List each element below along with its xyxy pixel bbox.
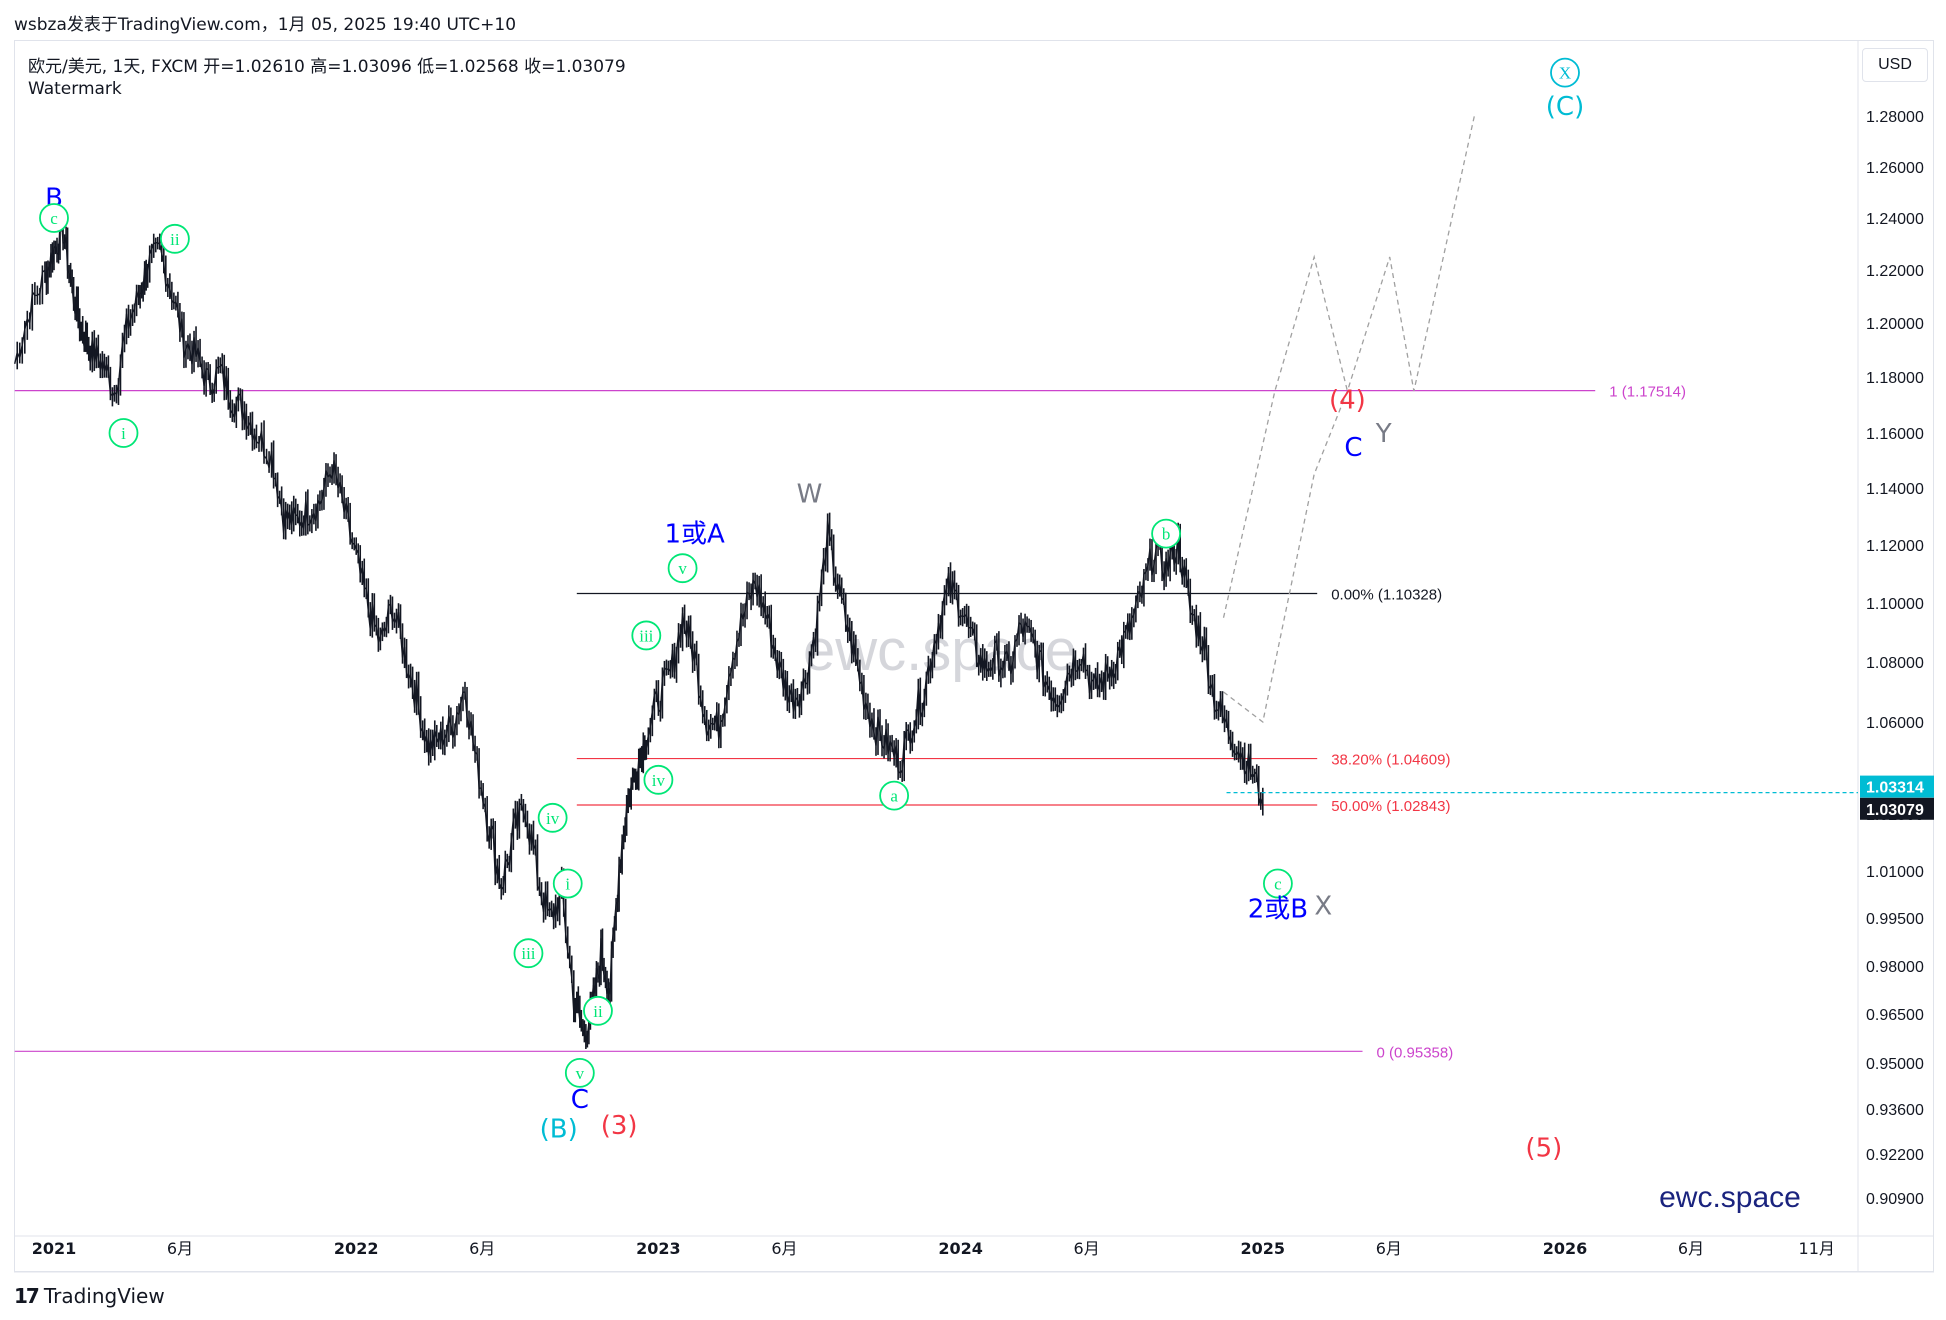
y-tick-label: 1.26000 — [1866, 160, 1924, 177]
fib-level-label: 0 (0.95358) — [1377, 1044, 1454, 1061]
wave-label[interactable]: b — [1162, 525, 1171, 544]
wave-label[interactable]: a — [890, 787, 898, 806]
wave-label-circle — [667, 553, 698, 584]
y-tick-label: 1.28000 — [1866, 109, 1924, 126]
wave-label-circle — [39, 203, 69, 233]
x-tick-label: 2021 — [32, 1239, 77, 1258]
wave-label[interactable]: W — [797, 480, 823, 510]
wave-label-circle — [1151, 518, 1181, 549]
wave-label[interactable]: (5) — [1525, 1134, 1562, 1164]
x-tick-label: 6月 — [469, 1239, 495, 1258]
currency-button[interactable]: USD — [1862, 48, 1928, 82]
wave-label[interactable]: Y — [1375, 419, 1392, 449]
wave-label-circle — [1550, 57, 1580, 88]
wave-label[interactable]: (C) — [1546, 92, 1584, 122]
price-series-line — [14, 219, 1264, 1043]
wave-label[interactable]: iv — [652, 771, 666, 790]
wave-label[interactable]: (B) — [540, 1114, 578, 1144]
publish-info: wsbza发表于TradingView.com，1月 05, 2025 19:4… — [14, 15, 517, 35]
y-tick-label: 1.18000 — [1866, 370, 1924, 387]
wave-label[interactable]: iii — [521, 944, 535, 963]
x-tick-label: 11月 — [1799, 1239, 1835, 1258]
tradingview-logo-icon: 17 — [14, 1284, 40, 1308]
symbol-info[interactable]: 欧元/美元, 1天, FXCM 开=1.02610 高=1.03096 低=1.… — [28, 57, 626, 77]
x-tick-label: 6月 — [771, 1239, 797, 1258]
x-tick-label: 2022 — [334, 1239, 379, 1258]
wave-label[interactable]: i — [121, 424, 126, 443]
y-tick-label: 1.08000 — [1866, 655, 1924, 672]
y-tick-label: 0.92200 — [1866, 1147, 1924, 1164]
y-tick-label: 1.20000 — [1866, 316, 1924, 333]
projection-path[interactable] — [1223, 115, 1475, 724]
wave-label-circle — [513, 938, 544, 969]
fib-level-label: 38.20% (1.04609) — [1331, 752, 1450, 769]
wave-label[interactable]: X — [1559, 64, 1571, 83]
wave-label-circle — [537, 802, 568, 833]
wave-label[interactable]: (4) — [1329, 385, 1366, 415]
projection-path[interactable] — [1222, 254, 1349, 618]
fib-level-label: 1 (1.17514) — [1609, 384, 1686, 401]
y-tick-label: 0.96500 — [1866, 1007, 1924, 1024]
y-tick-label: 1.14000 — [1866, 481, 1924, 498]
y-tick-label: 1.22000 — [1866, 263, 1924, 280]
wave-label[interactable]: iii — [639, 626, 653, 645]
wave-label-circle — [552, 868, 583, 899]
wave-label[interactable]: 1或A — [664, 520, 725, 550]
x-tick-label: 2023 — [636, 1239, 681, 1258]
x-tick-label: 6月 — [1074, 1239, 1100, 1258]
y-tick-label: 0.93600 — [1866, 1102, 1924, 1119]
wave-label[interactable]: X — [1314, 891, 1332, 921]
brand-name: TradingView — [43, 1284, 165, 1308]
y-tick-label: 0.90900 — [1866, 1191, 1924, 1208]
wave-label[interactable]: c — [50, 209, 58, 228]
x-tick-label: 6月 — [1678, 1239, 1704, 1258]
wave-label-circle — [643, 764, 674, 795]
wave-label-circle — [631, 620, 662, 651]
wave-label[interactable]: C — [571, 1085, 589, 1115]
wave-label-circle — [1263, 868, 1293, 899]
ewc-brand-text: ewc.space — [1659, 1181, 1801, 1214]
x-tick-label: 6月 — [167, 1239, 193, 1258]
wave-label-circle — [879, 780, 910, 811]
wave-label[interactable]: i — [565, 875, 570, 894]
watermark-label: Watermark — [28, 79, 122, 99]
tradingview-brand[interactable]: 17 TradingView — [14, 1284, 165, 1308]
y-tick-label: 1.10000 — [1866, 596, 1924, 613]
x-tick-label: 2024 — [938, 1239, 983, 1258]
wave-label-circle — [564, 1057, 595, 1088]
price-tag-text: 1.03079 — [1866, 802, 1924, 819]
y-tick-label: 1.06000 — [1866, 715, 1924, 732]
y-tick-label: 0.95000 — [1866, 1056, 1924, 1073]
x-tick-label: 6月 — [1376, 1239, 1402, 1258]
y-tick-label: 1.24000 — [1866, 211, 1924, 228]
previous-price-tag — [1860, 775, 1934, 798]
y-tick-label: 0.99500 — [1866, 911, 1924, 928]
wave-label-circle — [583, 995, 613, 1026]
wave-label[interactable]: 2或B — [1248, 895, 1308, 925]
current-price-tag — [1860, 797, 1934, 820]
wave-label-circle — [159, 223, 190, 254]
x-tick-label: 2026 — [1543, 1239, 1588, 1258]
y-tick-label: 1.16000 — [1866, 426, 1924, 443]
price-tag-text: 1.03314 — [1866, 780, 1924, 797]
y-tick-label: 1.01000 — [1866, 864, 1924, 881]
wave-label[interactable]: (3) — [601, 1111, 638, 1141]
wave-label[interactable]: c — [1274, 875, 1282, 894]
wave-label[interactable]: iv — [546, 809, 560, 828]
fib-level-label: 0.00% (1.10328) — [1331, 586, 1442, 603]
wave-label[interactable]: ii — [170, 230, 180, 249]
wave-label[interactable]: v — [576, 1064, 585, 1083]
y-tick-label: 1.12000 — [1866, 538, 1924, 555]
wave-label-circle — [108, 418, 139, 448]
y-tick-label: 0.98000 — [1866, 959, 1924, 976]
x-tick-label: 2025 — [1241, 1239, 1286, 1258]
wave-label[interactable]: v — [678, 559, 687, 578]
wave-label[interactable]: ii — [593, 1002, 603, 1021]
fib-level-label: 50.00% (1.02843) — [1331, 798, 1450, 815]
wave-label[interactable]: C — [1344, 433, 1362, 463]
